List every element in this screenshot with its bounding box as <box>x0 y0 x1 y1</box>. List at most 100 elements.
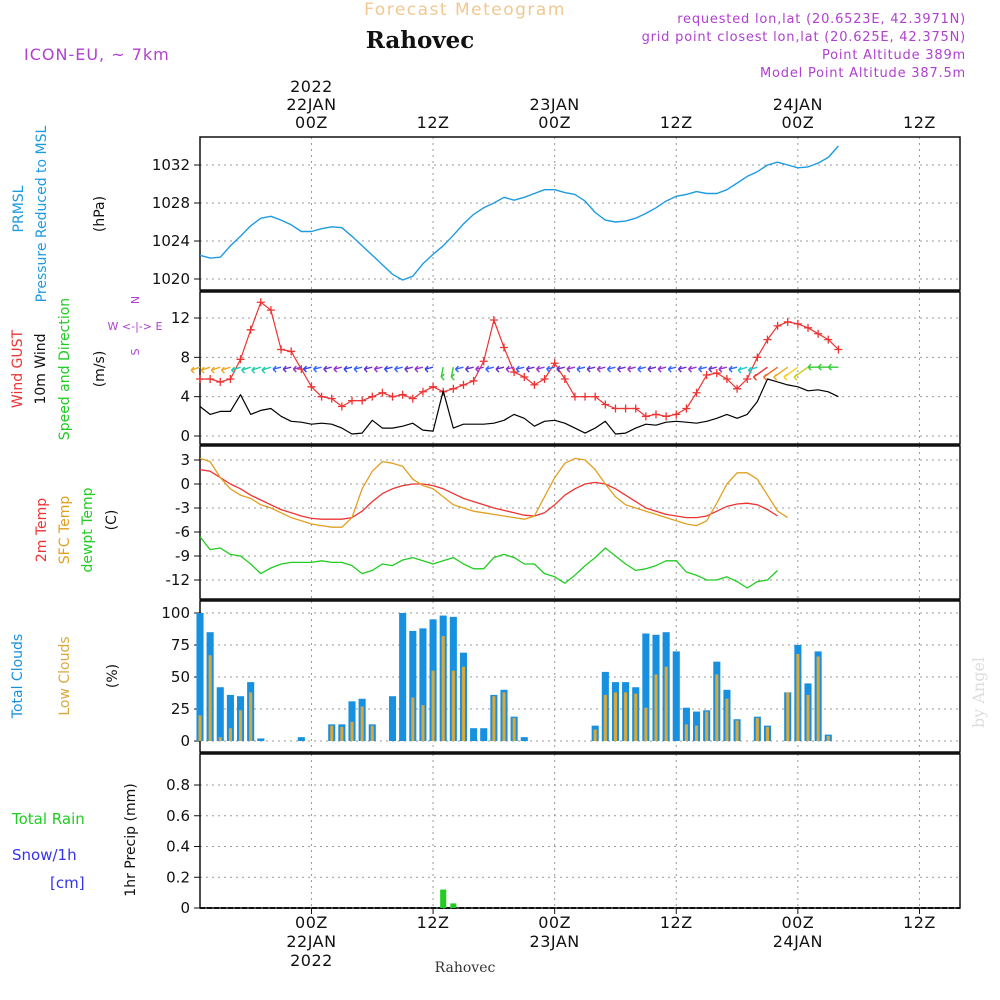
model-altitude: Model Point Altitude 387.5m <box>760 66 966 81</box>
low-cloud-bar <box>451 670 455 741</box>
wind-arrow <box>647 365 657 373</box>
wind-arrow <box>440 367 445 381</box>
pressure-panel: 1020 1024 1028 1032 <box>152 136 961 291</box>
y-tick-label: 1024 <box>152 232 190 250</box>
y-tick-label: -3 <box>175 499 190 517</box>
low-cloud-bar <box>350 721 354 741</box>
gust-marker <box>479 357 488 366</box>
gust-marker <box>418 387 427 396</box>
top-time-label: 00Z <box>781 113 814 132</box>
pressure-labels: PRMSL Pressure Reduced to MSL (hPa) <box>11 125 108 302</box>
low-cloud-bar <box>705 711 709 741</box>
cloud-labels: Total Clouds Low Clouds (%) <box>10 634 121 719</box>
location-title: Rahovec <box>366 27 475 54</box>
low-cloud-bar <box>684 724 688 741</box>
bottom-time-label: 00Z <box>781 913 814 932</box>
precip-panel: 0 0.2 0.4 0.6 0.8 <box>166 753 961 917</box>
precip-frame <box>199 753 961 909</box>
top-time-label: 12Z <box>417 113 450 132</box>
low-cloud-bar <box>624 692 628 741</box>
bottom-time-label: 22JAN <box>286 932 336 951</box>
low-cloud-bar <box>208 655 212 741</box>
wind-arrow <box>231 366 241 374</box>
cloud-unit: (%) <box>105 664 121 688</box>
y-tick-label: 4 <box>180 388 190 406</box>
low-cloud-bar <box>644 707 648 741</box>
gust-marker <box>429 382 438 391</box>
wind-arrow <box>617 365 626 373</box>
wind-arrow <box>220 366 231 374</box>
wind-arrow <box>251 366 262 374</box>
wind-arrow <box>783 366 799 381</box>
wind-arrow <box>515 365 525 373</box>
low-cloud-bar <box>715 674 719 741</box>
precip-series <box>440 889 457 908</box>
wind-arrow <box>606 365 616 373</box>
total-cloud-bar <box>520 737 528 741</box>
wind-arrow <box>272 365 282 373</box>
gust-marker <box>722 374 731 383</box>
cloud-panel: 0 25 50 75 100 <box>161 600 961 753</box>
temp-label-1: 2m Temp <box>34 498 50 562</box>
wind-arrow <box>302 365 312 373</box>
gust-marker <box>641 412 650 421</box>
wind-arrow <box>475 365 484 373</box>
y-tick-label: 1028 <box>152 194 190 212</box>
wind-series <box>190 298 843 435</box>
low-cloud-bar <box>816 656 820 741</box>
wind-arrow <box>737 366 748 374</box>
wind-label-3: Speed and Direction <box>57 298 73 440</box>
wind-arrow <box>353 365 363 373</box>
low-cloud-bar <box>360 706 364 741</box>
gust-marker <box>824 335 833 344</box>
temp-labels: 2m Temp SFC Temp dewpt Temp (C) <box>34 487 120 572</box>
low-cloud-bar <box>603 694 607 741</box>
temp-unit: (C) <box>104 510 120 531</box>
wind-labels: Wind GUST 10m Wind Speed and Direction (… <box>10 296 162 440</box>
gust-marker <box>621 404 630 413</box>
wind-arrow <box>677 365 687 373</box>
low-cloud-bar <box>340 726 344 741</box>
chart-title: Forecast Meteogram <box>364 0 566 20</box>
total-cloud-bar <box>348 701 356 741</box>
gust-line <box>200 301 839 417</box>
gust-marker <box>459 380 468 389</box>
low-cloud-bar <box>725 698 729 741</box>
wind-arrow <box>718 365 728 373</box>
gust-marker <box>793 319 802 328</box>
low-cloud-bar <box>806 694 810 741</box>
low-cloud-bar <box>198 715 202 741</box>
wind-arrow <box>667 365 677 373</box>
top-time-label: 12Z <box>660 113 693 132</box>
wind-arrow <box>292 365 302 373</box>
wind-arrow <box>747 366 758 374</box>
wind-arrow <box>596 365 606 373</box>
gust-marker <box>266 306 275 315</box>
total-cloud-bar <box>409 630 417 741</box>
gust-marker <box>216 377 225 386</box>
wind-arrow <box>763 366 779 381</box>
wind-arrow <box>313 365 322 373</box>
gust-marker <box>783 317 792 326</box>
gust-marker <box>753 353 762 362</box>
temp-label-2: SFC Temp <box>57 496 73 565</box>
y-tick-label: 0 <box>180 475 190 493</box>
low-cloud-bar <box>502 692 506 741</box>
low-cloud-bar <box>249 692 253 741</box>
wind-arrow <box>708 365 717 373</box>
model-label: ICON-EU, ~ 7km <box>24 45 170 64</box>
wind-arrow <box>728 365 738 373</box>
wind-arrow <box>576 365 586 373</box>
gust-marker <box>236 355 245 364</box>
wind-arrow <box>323 365 332 373</box>
wind-arrow <box>454 365 464 373</box>
y-tick-label: 12 <box>171 309 190 327</box>
gust-marker <box>469 376 478 385</box>
y-tick-label: 8 <box>180 348 190 366</box>
watermark: by Angel <box>969 657 988 728</box>
wind-arrow <box>817 363 829 371</box>
y-tick-label: -6 <box>175 523 190 541</box>
bottom-time-label: 2022 <box>290 951 333 970</box>
total-cloud-bar <box>257 738 265 741</box>
wind-arrow <box>210 366 221 374</box>
